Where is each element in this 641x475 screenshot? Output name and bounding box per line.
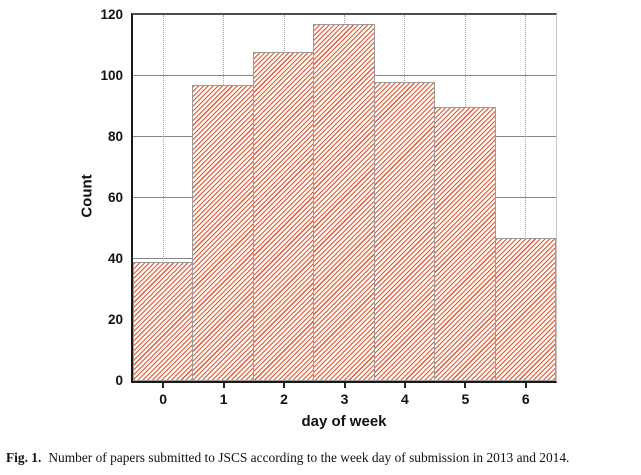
x-tick-label-3: 3 (340, 391, 349, 407)
x-tick-2 (283, 383, 286, 388)
x-tick-label-2: 2 (280, 391, 288, 407)
x-tick-label-4: 4 (401, 391, 409, 407)
bar-day-1 (192, 85, 254, 381)
x-tick-6 (524, 383, 527, 388)
bar-day-4 (373, 82, 436, 381)
y-tick-label-120: 120 (100, 7, 123, 22)
y-tick-label-20: 20 (107, 312, 123, 327)
y-tick-label-100: 100 (100, 68, 123, 83)
bar-day-2 (252, 51, 315, 381)
bar-day-3 (313, 24, 375, 381)
x-tick-label-5: 5 (461, 391, 470, 407)
x-tick-label-6: 6 (521, 391, 530, 407)
y-tick-label-0: 0 (115, 373, 123, 388)
y-tick-label-80: 80 (107, 129, 123, 144)
v-gridline-6 (525, 15, 527, 381)
bar-day-0 (133, 262, 194, 381)
figure-caption-label: Fig. 1. (6, 450, 42, 465)
x-axis-title: day of week (301, 413, 387, 430)
x-tick-5 (464, 383, 467, 388)
bar-day-6 (494, 237, 556, 381)
plot-area (131, 13, 557, 383)
bar-day-5 (434, 106, 496, 381)
figure-caption: Fig. 1. Number of papers submitted to JSC… (6, 449, 638, 467)
x-tick-label-1: 1 (219, 391, 228, 407)
x-tick-3 (343, 383, 346, 388)
x-tick-4 (403, 383, 406, 388)
y-tick-label-40: 40 (107, 251, 123, 266)
x-tick-1 (222, 383, 225, 388)
figure-caption-text: Number of papers submitted to JSCS accor… (48, 450, 570, 465)
y-tick-label-60: 60 (107, 190, 123, 205)
v-gridline-0 (162, 15, 164, 381)
x-tick-0 (162, 383, 165, 388)
x-tick-label-0: 0 (159, 391, 168, 407)
